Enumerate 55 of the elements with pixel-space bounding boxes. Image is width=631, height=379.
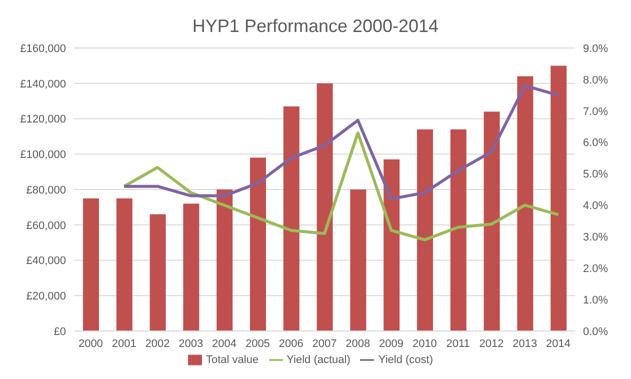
bar [384,159,400,331]
line-series [122,84,560,200]
y-tick-label: £140,000 [20,78,66,90]
x-tick-label: 2011 [446,338,470,350]
y-tick-label: £80,000 [26,184,66,196]
x-tick-label: 2003 [178,338,204,350]
y2-tick-label: 7.0% [583,106,608,118]
bar [250,158,266,331]
bar [150,214,166,331]
y-tick-label: £0 [54,326,66,338]
x-tick-label: 2006 [278,338,304,350]
x-tick-label: 2010 [412,338,437,350]
y-tick-label: £40,000 [26,255,66,268]
y2-tick-label: 5.0% [583,168,608,181]
x-tick-label: 2007 [312,338,337,350]
y-tick-label: £20,000 [26,290,66,303]
y-tick-label: £160,000 [20,42,66,55]
bar [116,198,132,331]
bar [316,83,333,331]
x-tick-label: 2001 [112,338,136,350]
bar [83,198,99,331]
x-tick-label: 2013 [512,338,538,350]
bar [450,129,466,331]
y2-tick-label: 3.0% [583,232,608,244]
legend-label: Total value [206,354,259,366]
x-tick-label: 2014 [546,338,571,350]
legend-label: Yield (actual) [286,354,350,366]
chart-title: HYP1 Performance 2000-2014 [191,15,440,38]
y2-tick-label: 0.0% [583,326,608,338]
bar [283,106,300,331]
bar [550,66,567,331]
y2-tick-label: 4.0% [583,200,608,212]
x-tick-label: 2009 [379,338,404,350]
x-tick-label: 2002 [145,338,170,350]
bar [350,190,366,331]
bar [484,112,500,331]
y2-tick-label: 9.0% [583,42,608,55]
legend-label: Yield (cost) [378,354,433,366]
bar [417,129,433,331]
bar [183,204,200,331]
bar [216,190,233,331]
y2-tick-label: 1.0% [583,294,608,306]
y2-tick-label: 6.0% [583,137,608,150]
x-tick-label: 2004 [212,338,237,350]
x-tick-label: 2000 [78,338,103,350]
line-series [122,131,560,242]
x-tick-label: 2008 [346,338,370,350]
y-tick-label: £60,000 [26,220,66,232]
x-tick-label: 2005 [245,338,270,350]
y-tick-label: £100,000 [20,149,66,162]
y2-tick-label: 2.0% [583,263,608,276]
y2-tick-label: 8.0% [583,74,608,86]
bar [517,76,534,331]
x-tick-label: 2012 [479,338,504,350]
y-tick-label: £120,000 [20,114,66,126]
